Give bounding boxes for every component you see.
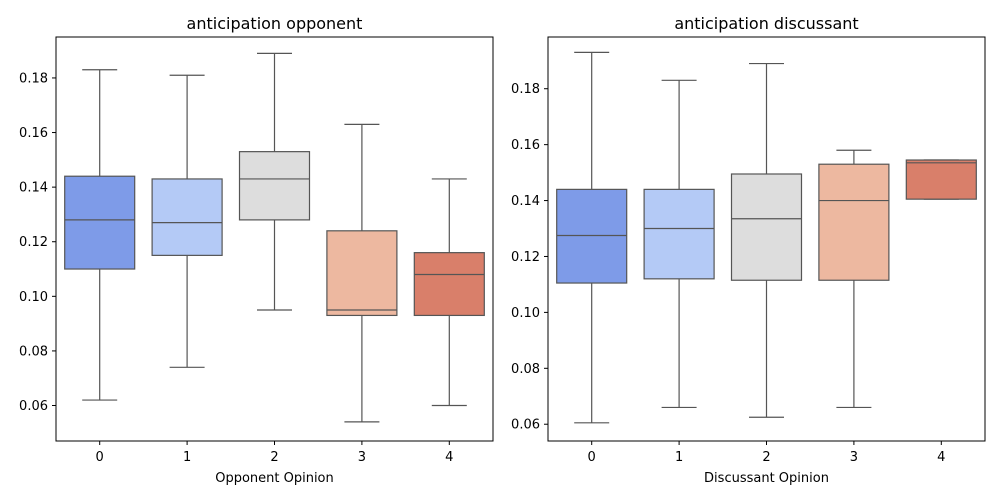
box-category-0 bbox=[64, 69, 136, 401]
y-tick-label: 0.10 bbox=[511, 306, 540, 321]
y-tick-label: 0.08 bbox=[19, 344, 48, 359]
x-tick-label: 0 bbox=[96, 450, 104, 465]
x-axis-label: Opponent Opinion bbox=[215, 471, 334, 486]
y-tick-label: 0.08 bbox=[511, 362, 540, 377]
box-category-3 bbox=[818, 149, 890, 409]
x-tick-label: 1 bbox=[675, 450, 683, 465]
y-tick-label: 0.14 bbox=[19, 181, 48, 196]
y-tick-label: 0.14 bbox=[511, 194, 540, 209]
box-iqr bbox=[326, 230, 398, 317]
y-tick-label: 0.16 bbox=[511, 138, 540, 153]
box-iqr bbox=[643, 188, 715, 280]
box-iqr bbox=[151, 178, 223, 256]
box-iqr bbox=[413, 252, 485, 317]
chart-title: anticipation opponent bbox=[187, 14, 363, 33]
x-tick-label: 4 bbox=[937, 450, 945, 465]
x-tick-label: 4 bbox=[445, 450, 453, 465]
box-category-0 bbox=[556, 51, 628, 424]
y-tick-label: 0.06 bbox=[511, 418, 540, 433]
box-iqr bbox=[238, 151, 311, 221]
panel-anticipation-discussant: anticipation discussant Discussant Opini… bbox=[511, 14, 986, 486]
box-iqr bbox=[818, 163, 890, 281]
box-iqr bbox=[556, 188, 628, 284]
box-category-1 bbox=[643, 79, 715, 409]
box-category-1 bbox=[151, 74, 223, 368]
box-iqr bbox=[905, 159, 977, 200]
chart-title: anticipation discussant bbox=[674, 14, 858, 33]
y-tick-label: 0.10 bbox=[19, 290, 48, 305]
box-iqr bbox=[64, 175, 136, 270]
y-tick-label: 0.18 bbox=[19, 71, 48, 86]
x-tick-label: 1 bbox=[183, 450, 191, 465]
y-tick-label: 0.12 bbox=[19, 235, 48, 250]
x-tick-label: 3 bbox=[358, 450, 366, 465]
box-category-2 bbox=[730, 62, 803, 418]
y-tick-label: 0.18 bbox=[511, 82, 540, 97]
x-tick-label: 2 bbox=[270, 450, 278, 465]
panel-anticipation-opponent: anticipation opponent Opponent Opinion 0… bbox=[19, 14, 494, 486]
y-tick-label: 0.16 bbox=[19, 126, 48, 141]
box-category-2 bbox=[238, 52, 311, 311]
box-category-4 bbox=[905, 159, 977, 200]
x-tick-label: 0 bbox=[588, 450, 596, 465]
y-tick-label: 0.12 bbox=[511, 250, 540, 265]
y-tick-label: 0.06 bbox=[19, 399, 48, 414]
box-iqr bbox=[730, 173, 803, 281]
box-category-4 bbox=[413, 178, 485, 407]
box-category-3 bbox=[326, 123, 398, 423]
x-tick-label: 3 bbox=[850, 450, 858, 465]
x-axis-label: Discussant Opinion bbox=[704, 471, 829, 486]
x-tick-label: 2 bbox=[762, 450, 770, 465]
